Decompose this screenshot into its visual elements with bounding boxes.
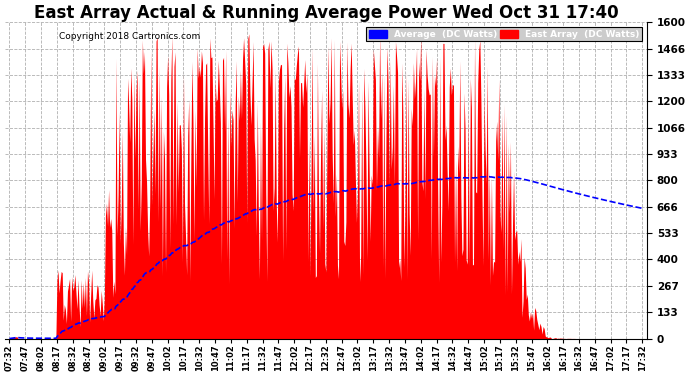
Title: East Array Actual & Running Average Power Wed Oct 31 17:40: East Array Actual & Running Average Powe… [34,4,618,22]
Text: Copyright 2018 Cartronics.com: Copyright 2018 Cartronics.com [59,32,200,41]
Legend: Average  (DC Watts), East Array  (DC Watts): Average (DC Watts), East Array (DC Watts… [366,27,642,41]
